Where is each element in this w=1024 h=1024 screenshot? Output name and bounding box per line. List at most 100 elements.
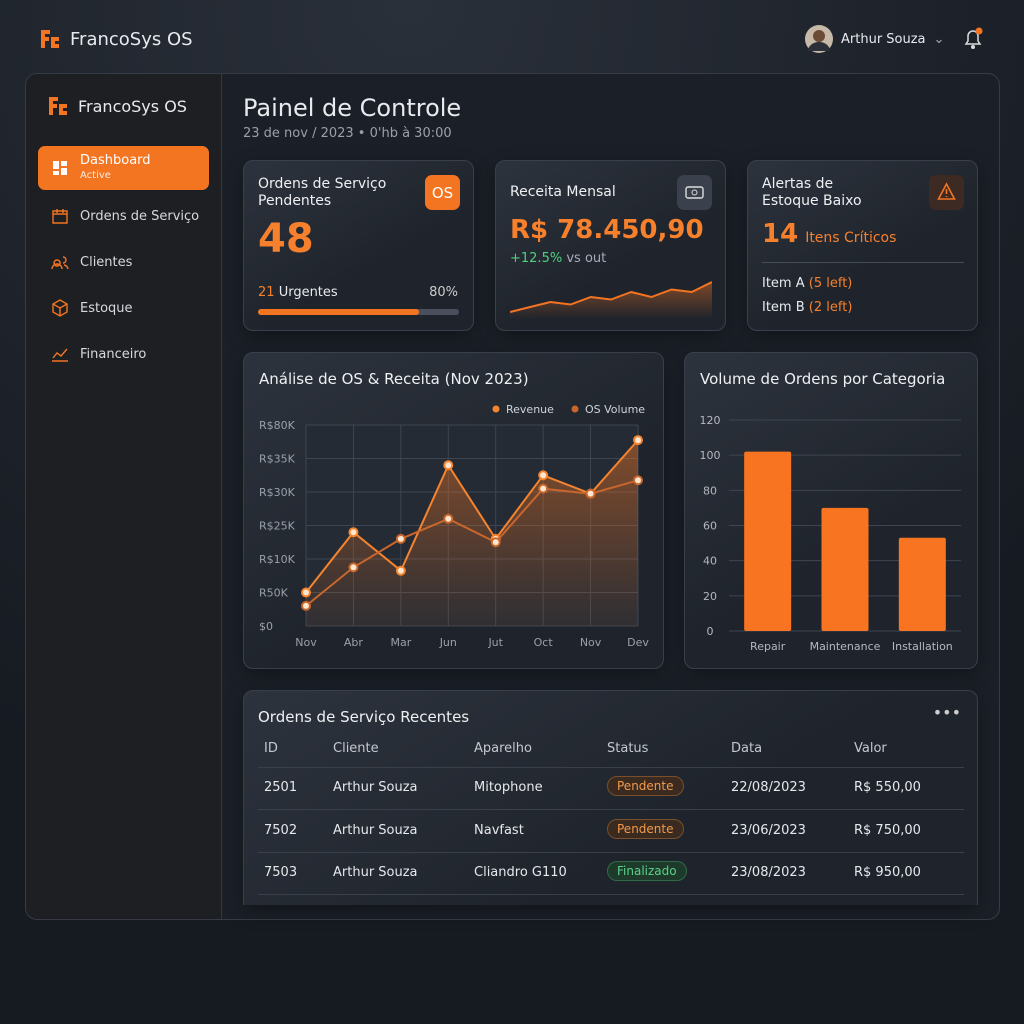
progress-bar	[258, 309, 419, 315]
point	[538, 470, 549, 481]
point	[633, 435, 643, 446]
y-tick-label: R50K	[259, 587, 289, 600]
nav-icon	[52, 299, 68, 317]
point	[301, 587, 311, 598]
x-tick-label: Abr	[344, 636, 364, 649]
y-tick-label: R$80K	[259, 419, 296, 432]
series-area	[306, 440, 638, 626]
alert-label: Itens Críticos	[805, 230, 897, 246]
nav-item[interactable]: Ordens de Serviço	[38, 194, 209, 238]
y-tick-label: $0	[259, 620, 273, 633]
column-header: Data	[731, 741, 763, 756]
nav-item[interactable]: Financeiro	[38, 332, 209, 376]
legend-label: Revenue	[506, 403, 554, 416]
point	[490, 537, 501, 548]
alert-item: Item A (5 left)	[762, 276, 852, 291]
x-tick-label: Repair	[750, 640, 786, 653]
legend-dot	[492, 405, 500, 413]
cell: R$ 950,00	[854, 865, 921, 880]
status-pill: Finalizado	[607, 861, 687, 881]
column-header: Valor	[854, 741, 887, 756]
x-tick-label: Jut	[487, 636, 503, 649]
point	[443, 460, 454, 471]
nav-icon	[52, 348, 68, 362]
item-name: Item A	[762, 276, 805, 291]
legend-label: OS Volume	[585, 403, 645, 416]
column-header: ID	[264, 741, 278, 756]
sidebar: FrancoSys OS Dashboard Active Ordens de Se…	[26, 74, 222, 919]
notifications[interactable]	[962, 27, 984, 51]
pending-card: Ordens de Serviço Pendentes OS 48 21 Urg…	[243, 160, 474, 331]
nav-label: Financeiro	[80, 346, 147, 362]
card-title: Receita Mensal	[510, 184, 616, 200]
cell: Arthur Souza	[333, 822, 418, 838]
change: +12.5%	[510, 251, 563, 266]
card-title: Ordens de Serviço Pendentes	[258, 176, 387, 209]
row-divider	[258, 767, 964, 768]
alert-count: 14	[762, 219, 799, 249]
nav-text: Dashboard Active	[80, 153, 151, 183]
bar-chart: Volume de Ordens por Categoria 0 20 40 60 80 1…	[684, 352, 978, 669]
cell: 22/08/2023	[731, 780, 806, 795]
x-tick-label: Mar	[390, 636, 411, 649]
y-tick-label: 60	[703, 520, 717, 533]
nav-label: Dashboard	[80, 153, 151, 168]
urgent-label: Urgentes	[278, 285, 338, 300]
cell: 7503	[264, 865, 298, 880]
row-divider	[258, 852, 964, 853]
icon-money	[677, 175, 712, 210]
point	[585, 488, 596, 499]
nav-text: Financeiro	[80, 347, 146, 362]
nav-label: Ordens de Serviço	[80, 208, 200, 224]
badge: OS	[425, 175, 460, 210]
icon-warning	[929, 175, 964, 210]
cell: 23/08/2023	[731, 865, 806, 880]
user-menu[interactable]: Arthur Souza ⌄	[805, 25, 944, 53]
point	[348, 527, 359, 538]
logo	[49, 97, 67, 115]
cell: Mitophone	[474, 780, 543, 795]
cell: R$ 750,00	[854, 822, 921, 838]
user-name: Arthur Souza	[841, 31, 926, 47]
y-tick-label: 20	[703, 590, 717, 603]
cell: Arthur Souza	[333, 865, 418, 880]
alerts-card: Alertas de Estoque Baixo 14 Itens Crítico…	[747, 160, 978, 331]
logo	[41, 30, 59, 48]
more-menu[interactable]: •••	[932, 703, 961, 722]
progress-label: 80%	[429, 285, 458, 300]
item-name: Item B	[762, 300, 805, 315]
point	[395, 565, 406, 576]
status-pill: Pendente	[607, 776, 684, 796]
y-tick-label: 80	[703, 484, 717, 497]
x-tick-label: Installation	[892, 640, 953, 653]
page-title: Painel de Controle	[243, 94, 462, 122]
sidebar-brand: FrancoSys OS	[47, 94, 187, 118]
sparkline-line	[510, 281, 712, 313]
pending-value: 48	[258, 216, 314, 262]
point	[633, 475, 643, 486]
cell: Arthur Souza	[333, 780, 418, 795]
avatar	[805, 25, 833, 53]
line-chart: Análise de OS & Receita (Nov 2023) $0 R50K…	[243, 352, 664, 669]
nav-item[interactable]: Clientes	[38, 240, 209, 284]
column-header: Cliente	[333, 741, 379, 756]
y-tick-label: R$30K	[259, 486, 296, 499]
y-tick-label: 0	[707, 625, 714, 638]
point	[348, 562, 359, 573]
x-tick-label: Dev	[627, 636, 649, 649]
bar	[898, 537, 946, 631]
legend-dot	[571, 405, 579, 413]
x-tick-label: Nov	[580, 636, 602, 649]
row-divider	[258, 894, 964, 895]
chart-title: Análise de OS & Receita (Nov 2023)	[259, 370, 529, 388]
x-tick-label: Oct	[534, 636, 554, 649]
divider	[762, 262, 964, 263]
sparkline	[510, 281, 712, 319]
cell: 23/06/2023	[731, 822, 806, 838]
nav-item[interactable]: Dashboard Active	[38, 146, 209, 190]
y-tick-label: R$10K	[259, 553, 296, 566]
nav-item[interactable]: Estoque	[38, 286, 209, 330]
y-tick-label: R$25K	[259, 520, 296, 533]
top-brand: FrancoSys OS	[38, 27, 193, 51]
bar	[744, 451, 792, 631]
